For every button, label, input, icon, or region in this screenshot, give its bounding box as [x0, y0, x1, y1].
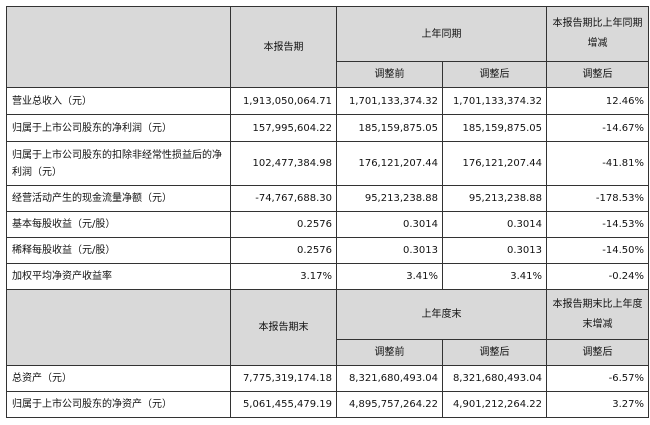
change-value: -0.24% [546, 263, 649, 290]
after-adjust-value: 0.3014 [442, 211, 547, 238]
row-label: 稀释每股收益（元/股） [6, 237, 231, 264]
row-label: 归属于上市公司股东的净资产（元） [6, 391, 231, 418]
change-value: -14.50% [546, 237, 649, 264]
before-adjust-value: 1,701,133,374.32 [336, 87, 443, 115]
after-adjust-value: 1,701,133,374.32 [442, 87, 547, 115]
section2-before-adjust-header: 调整前 [336, 339, 443, 366]
before-adjust-value: 185,159,875.05 [336, 114, 443, 142]
current-value: 157,995,604.22 [230, 114, 337, 142]
section2-current-period-end-header: 本报告期末 [230, 289, 337, 366]
row-label: 加权平均净资产收益率 [6, 263, 231, 290]
change-value: -14.67% [546, 114, 649, 142]
row-label: 归属于上市公司股东的扣除非经常性损益后的净利润（元） [6, 141, 231, 186]
before-adjust-value: 0.3014 [336, 211, 443, 238]
section1-prior-year-header: 上年同期 [336, 6, 547, 62]
section1-subheader-row: 调整前 调整后 调整后 [7, 61, 649, 88]
after-adjust-value: 176,121,207.44 [442, 141, 547, 186]
table-row: 总资产（元） 7,775,319,174.18 8,321,680,493.04… [6, 365, 649, 392]
current-value: 5,061,455,479.19 [230, 391, 337, 418]
current-value: 1,913,050,064.71 [230, 87, 337, 115]
row-label: 经营活动产生的现金流量净额（元） [6, 185, 231, 212]
current-value: 3.17% [230, 263, 337, 290]
section1-header-row: 本报告期 上年同期 本报告期比上年同期增减 [6, 6, 649, 88]
row-label: 基本每股收益（元/股） [6, 211, 231, 238]
financial-indicators-table: 本报告期 上年同期 本报告期比上年同期增减 调整前 调整后 调整后 营业总收入（… [6, 6, 649, 418]
before-adjust-value: 3.41% [336, 263, 443, 290]
change-value: -178.53% [546, 185, 649, 212]
change-value: -14.53% [546, 211, 649, 238]
change-value: 3.27% [546, 391, 649, 418]
section2-change-after-header: 调整后 [546, 339, 649, 366]
before-adjust-value: 176,121,207.44 [336, 141, 443, 186]
section2-subheader-row: 调整前 调整后 调整后 [7, 339, 649, 366]
table-row: 归属于上市公司股东的净利润（元） 157,995,604.22 185,159,… [6, 114, 649, 142]
row-label: 归属于上市公司股东的净利润（元） [6, 114, 231, 142]
row-label: 总资产（元） [6, 365, 231, 392]
change-value: -6.57% [546, 365, 649, 392]
after-adjust-value: 4,901,212,264.22 [442, 391, 547, 418]
after-adjust-value: 0.3013 [442, 237, 547, 264]
section1-before-adjust-header: 调整前 [336, 61, 443, 88]
section2-corner-cell [6, 289, 231, 366]
after-adjust-value: 8,321,680,493.04 [442, 365, 547, 392]
after-adjust-value: 95,213,238.88 [442, 185, 547, 212]
section2-change-header: 本报告期末比上年度末增减 [546, 289, 649, 340]
section2-prior-year-end-header: 上年度末 [336, 289, 547, 340]
before-adjust-value: 95,213,238.88 [336, 185, 443, 212]
before-adjust-value: 0.3013 [336, 237, 443, 264]
table-row: 稀释每股收益（元/股） 0.2576 0.3013 0.3013 -14.50% [6, 237, 649, 264]
table-row: 加权平均净资产收益率 3.17% 3.41% 3.41% -0.24% [6, 263, 649, 290]
section2-after-adjust-header: 调整后 [442, 339, 547, 366]
section1-after-adjust-header: 调整后 [442, 61, 547, 88]
table-row: 归属于上市公司股东的扣除非经常性损益后的净利润（元） 102,477,384.9… [6, 141, 649, 186]
before-adjust-value: 4,895,757,264.22 [336, 391, 443, 418]
section1-corner-cell [6, 6, 231, 88]
current-value: 7,775,319,174.18 [230, 365, 337, 392]
section1-change-after-header: 调整后 [546, 61, 649, 88]
current-value: -74,767,688.30 [230, 185, 337, 212]
section1-change-header: 本报告期比上年同期增减 [546, 6, 649, 62]
after-adjust-value: 3.41% [442, 263, 547, 290]
current-value: 0.2576 [230, 211, 337, 238]
section2-header-row: 本报告期末 上年度末 本报告期末比上年度末增减 [6, 289, 649, 366]
before-adjust-value: 8,321,680,493.04 [336, 365, 443, 392]
after-adjust-value: 185,159,875.05 [442, 114, 547, 142]
table-row: 基本每股收益（元/股） 0.2576 0.3014 0.3014 -14.53% [6, 211, 649, 238]
current-value: 0.2576 [230, 237, 337, 264]
table-row: 归属于上市公司股东的净资产（元） 5,061,455,479.19 4,895,… [6, 391, 649, 418]
row-label: 营业总收入（元） [6, 87, 231, 115]
change-value: -41.81% [546, 141, 649, 186]
current-value: 102,477,384.98 [230, 141, 337, 186]
table-row: 营业总收入（元） 1,913,050,064.71 1,701,133,374.… [6, 87, 649, 115]
section1-current-period-header: 本报告期 [230, 6, 337, 88]
change-value: 12.46% [546, 87, 649, 115]
table-row: 经营活动产生的现金流量净额（元） -74,767,688.30 95,213,2… [6, 185, 649, 212]
